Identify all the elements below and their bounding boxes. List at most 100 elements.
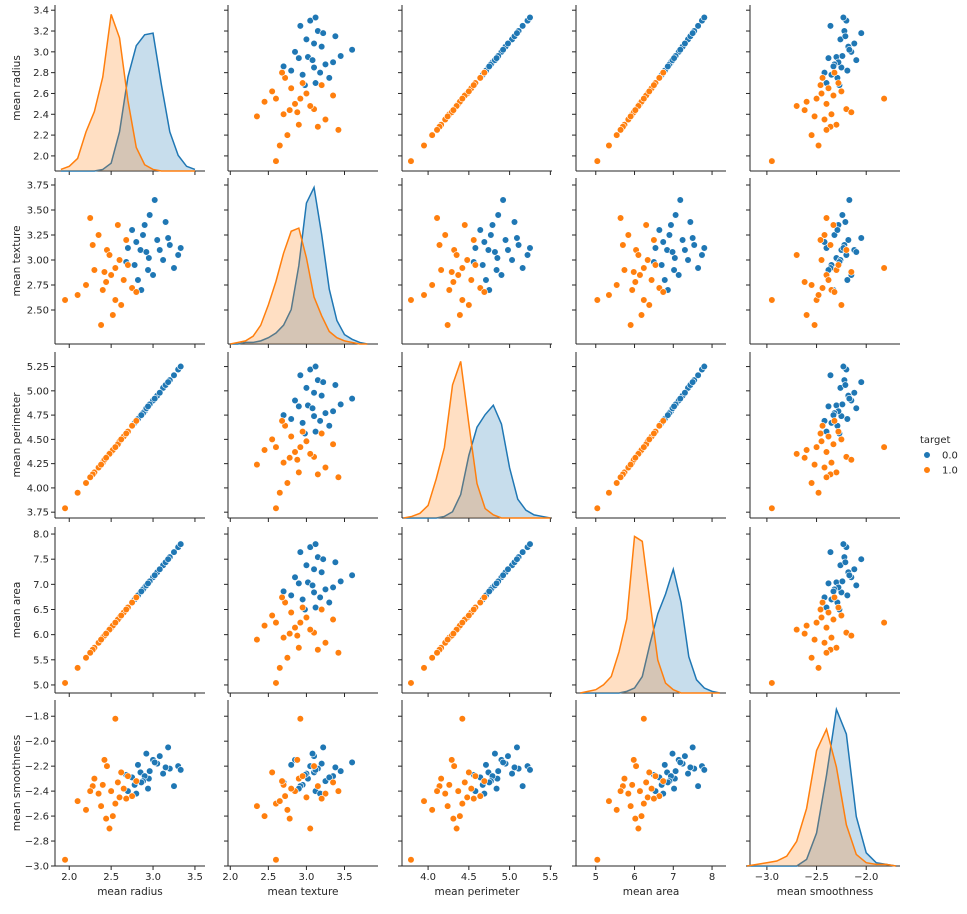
scatter-point xyxy=(816,429,825,438)
scatter-point xyxy=(616,126,625,134)
scatter-point xyxy=(321,409,330,417)
scatter-point xyxy=(480,777,488,785)
scatter-point xyxy=(793,102,801,110)
scatter-point xyxy=(880,264,888,272)
scatter-point xyxy=(278,417,286,425)
scatter-point xyxy=(519,782,527,790)
scatter-point xyxy=(829,615,838,624)
scatter-point xyxy=(841,381,849,389)
y-tick-label: 2.50 xyxy=(27,306,49,317)
scatter-point xyxy=(616,214,625,222)
scatter-point xyxy=(159,256,167,264)
scatter-point xyxy=(144,402,152,410)
scatter-point xyxy=(134,276,142,284)
y-tick-label: 3.75 xyxy=(27,181,49,192)
panel xyxy=(398,178,552,348)
scatter-point xyxy=(278,777,286,785)
scatter-point xyxy=(852,404,860,412)
scatter-point xyxy=(470,605,478,614)
scatter-point xyxy=(137,587,145,595)
scatter-point xyxy=(807,654,816,662)
scatter-point xyxy=(476,598,484,607)
x-tick-label: 2.5 xyxy=(103,872,119,883)
scatter-point xyxy=(97,802,105,810)
scatter-point xyxy=(523,251,532,259)
y-tick-label: −2.2 xyxy=(25,762,49,773)
scatter-point xyxy=(61,856,69,864)
scatter-point xyxy=(664,62,672,71)
scatter-point xyxy=(845,46,853,54)
scatter-point xyxy=(102,814,110,823)
scatter-point xyxy=(613,806,621,814)
scatter-point xyxy=(348,46,356,54)
scatter-point xyxy=(306,450,314,458)
scatter-point xyxy=(640,443,648,451)
scatter-point xyxy=(694,22,702,30)
x-tick-label: −2.0 xyxy=(854,872,878,883)
scatter-point xyxy=(504,752,512,760)
scatter-point xyxy=(826,22,835,30)
scatter-point xyxy=(847,456,855,464)
scatter-point xyxy=(847,108,855,116)
scatter-point xyxy=(321,639,330,647)
scatter-point xyxy=(810,461,819,469)
scatter-point xyxy=(128,226,136,234)
scatter-point xyxy=(437,266,445,274)
scatter-point xyxy=(111,618,119,627)
kde-fill xyxy=(580,536,720,693)
kde-line xyxy=(747,706,897,867)
scatter-point xyxy=(844,236,852,244)
scatter-point xyxy=(122,605,130,614)
scatter-point xyxy=(102,454,110,462)
scatter-point xyxy=(74,797,82,805)
scatter-point xyxy=(314,470,322,478)
scatter-point xyxy=(318,568,326,576)
scatter-point xyxy=(109,311,117,319)
scatter-point xyxy=(829,91,838,100)
scatter-point xyxy=(458,715,466,723)
scatter-point xyxy=(100,268,109,276)
scatter-point xyxy=(841,218,849,226)
scatter-point xyxy=(651,772,660,780)
scatter-point xyxy=(645,87,653,95)
scatter-point xyxy=(111,715,119,723)
scatter-point xyxy=(310,565,318,573)
scatter-point xyxy=(513,743,521,752)
scatter-point xyxy=(82,806,90,814)
scatter-point xyxy=(670,54,678,62)
scatter-point xyxy=(694,782,702,790)
y-tick-label: 3.25 xyxy=(27,231,49,242)
y-tick-label: 7.0 xyxy=(33,580,49,591)
panel xyxy=(398,352,552,522)
scatter-point xyxy=(837,301,845,309)
scatter-point xyxy=(291,448,299,456)
scatter-point xyxy=(105,251,114,259)
y-tick-label: 2.8 xyxy=(33,68,49,79)
scatter-point xyxy=(302,561,311,569)
scatter-point xyxy=(768,679,776,687)
kde-fill xyxy=(747,729,897,866)
x-tick-label: −3.0 xyxy=(755,872,779,883)
scatter-point xyxy=(686,763,694,772)
scatter-point xyxy=(461,221,469,229)
scatter-point xyxy=(820,231,829,239)
scatter-point xyxy=(272,95,280,103)
scatter-point xyxy=(156,246,164,254)
scatter-point xyxy=(170,782,178,790)
scatter-point xyxy=(857,234,865,242)
scatter-point xyxy=(499,46,507,54)
scatter-point xyxy=(170,264,178,272)
scatter-point xyxy=(827,634,836,642)
scatter-point xyxy=(286,106,294,114)
scatter-point xyxy=(476,226,484,234)
scatter-point xyxy=(311,428,320,436)
scatter-point xyxy=(616,787,625,795)
scatter-point xyxy=(807,131,816,139)
scatter-point xyxy=(115,256,124,264)
kde-line xyxy=(403,361,551,519)
scatter-point xyxy=(850,39,858,48)
scatter-point xyxy=(86,214,94,222)
scatter-point xyxy=(619,241,627,249)
scatter-point xyxy=(624,790,632,798)
scatter-point xyxy=(293,756,301,764)
